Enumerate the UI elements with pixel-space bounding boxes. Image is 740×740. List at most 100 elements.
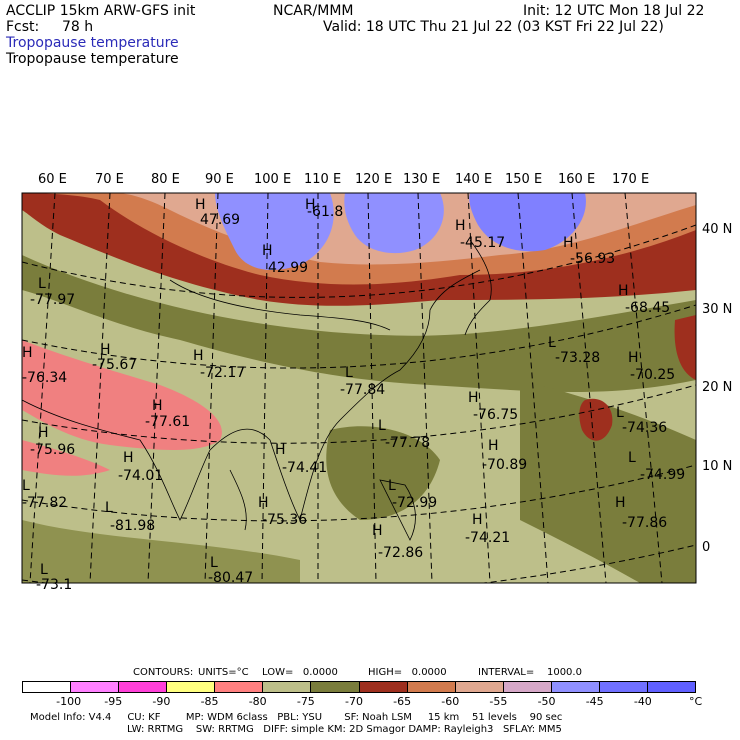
graticule: [22, 193, 696, 583]
olive-belt: [22, 255, 696, 392]
color-legend: [22, 681, 696, 693]
low-marker: L: [40, 562, 48, 578]
lat-label: 10 N: [702, 459, 733, 474]
color-legend-tick: -85: [200, 695, 219, 708]
salmon-low-sw: [22, 440, 110, 476]
color-legend-tick: -90: [152, 695, 171, 708]
contours-units: UNITS=°C: [198, 667, 249, 678]
high-marker: H: [152, 398, 163, 414]
extremum-value: -72.86: [378, 545, 424, 561]
low-marker: L: [22, 478, 30, 494]
color-legend-swatch: [167, 682, 216, 692]
extremum-value: -72.17: [200, 365, 246, 381]
extremum-value: -74.21: [465, 530, 511, 546]
extremum-value: -74.36: [622, 420, 668, 436]
extremum-value: -56.93: [570, 251, 616, 267]
extremum-value: -77.86: [622, 515, 668, 531]
high-marker: H: [472, 512, 483, 528]
coastlines: [22, 239, 492, 541]
high-marker: H: [22, 345, 33, 361]
lon-label: 90 E: [205, 172, 234, 187]
high-marker: H: [618, 283, 629, 299]
color-legend-tick: -80: [248, 695, 267, 708]
extremum-value: -76.75: [473, 407, 519, 423]
color-legend-swatch: [215, 682, 264, 692]
color-legend-swatch: [407, 682, 456, 692]
extremum-value: -77.61: [145, 414, 191, 430]
init-time: Init: 12 UTC Mon 18 Jul 22: [523, 3, 705, 19]
field-title-2: Tropopause temperature: [6, 51, 179, 67]
low-marker: L: [616, 405, 624, 421]
color-legend-tick: -95: [104, 695, 123, 708]
high-marker: H: [100, 342, 111, 358]
red-patch-east: [674, 315, 696, 380]
high-marker: H: [615, 495, 626, 511]
contours-interval: INTERVAL= 1000.0: [478, 667, 582, 678]
model-title: ACCLIP 15km ARW-GFS init: [6, 3, 196, 19]
extremum-value: -73.1: [36, 577, 73, 593]
lon-label: 160 E: [558, 172, 596, 187]
lon-label: 100 E: [254, 172, 292, 187]
extremum-value: -75.96: [30, 442, 76, 458]
extremum-value: -74.99: [640, 467, 686, 483]
color-legend-swatch: [648, 682, 696, 692]
lon-label: 130 E: [403, 172, 441, 187]
color-legend-swatch: [359, 682, 408, 692]
extremum-value: -75.67: [92, 357, 138, 373]
fcst-value: 78 h: [62, 19, 94, 35]
high-marker: H: [38, 425, 49, 441]
low-marker: L: [105, 500, 113, 516]
lat-label: 20 N: [702, 380, 733, 395]
extremum-value: 47.69: [200, 212, 241, 228]
low-marker: L: [378, 418, 386, 434]
olive-east: [520, 380, 696, 583]
high-marker: H: [275, 442, 286, 458]
extremum-value: -45.17: [460, 235, 506, 251]
color-legend-tick: -70: [345, 695, 363, 708]
high-marker: H: [195, 197, 206, 213]
color-legend-swatch: [599, 682, 649, 692]
color-legend-tick: -55: [489, 695, 508, 708]
color-legend-tick: -60: [441, 695, 460, 708]
high-marker: H: [123, 450, 134, 466]
extremum-value: -74.01: [118, 468, 164, 484]
color-legend-swatch: [71, 682, 120, 692]
low-marker: L: [548, 335, 556, 351]
extremum-value: -77.97: [30, 292, 76, 308]
low-marker: L: [628, 450, 636, 466]
contours-label: CONTOURS:: [133, 667, 194, 678]
color-legend-unit: °C: [689, 695, 703, 708]
valid-time: Valid: 18 UTC Thu 21 Jul 22 (03 KST Fri …: [323, 19, 664, 35]
color-legend-swatch: [551, 682, 600, 692]
lat-label: 40 N: [702, 222, 733, 237]
contours-high: HIGH= 0.0000: [368, 667, 447, 678]
contours-low: LOW= 0.0000: [262, 667, 338, 678]
org-label: NCAR/MMM: [273, 3, 354, 19]
color-legend-swatch: [119, 682, 168, 692]
fcst-label: Fcst:: [6, 19, 40, 35]
lon-label: 80 E: [151, 172, 180, 187]
low-marker: L: [210, 555, 218, 571]
extremum-value: -68.45: [625, 300, 671, 316]
lon-label: 120 E: [355, 172, 393, 187]
high-marker: H: [258, 495, 269, 511]
salmon-low-india: [22, 340, 222, 450]
high-marker: H: [305, 197, 316, 213]
model-info-line1: Model Info: V4.4 CU: KF MP: WDM 6class P…: [30, 712, 563, 723]
color-legend-swatch: [455, 682, 504, 692]
color-legend-tick: -45: [585, 695, 604, 708]
extremum-value: -70.89: [482, 457, 528, 473]
extremum-value: -73.28: [555, 350, 601, 366]
extremum-value: -81.98: [110, 518, 156, 534]
blue-high-east: [469, 193, 586, 252]
lon-label: 110 E: [304, 172, 342, 187]
lon-label: 170 E: [612, 172, 650, 187]
low-marker: L: [388, 478, 396, 494]
extremum-value: -76.34: [22, 370, 68, 386]
color-legend-tick: -75: [296, 695, 315, 708]
extremum-value: -80.47: [208, 570, 254, 586]
high-marker: H: [628, 350, 639, 366]
extremum-value: -75.36: [262, 512, 308, 528]
lon-label: 70 E: [95, 172, 124, 187]
field-title-1: Tropopause temperature: [6, 35, 179, 51]
